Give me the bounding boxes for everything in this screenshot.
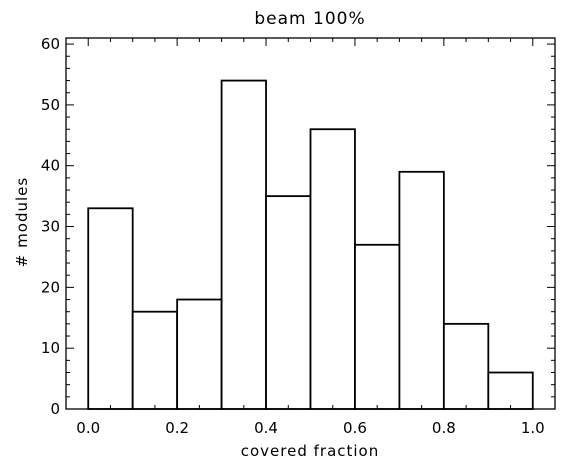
histogram-bar-8 (442, 322, 490, 410)
x-tick-label: 0.8 (432, 419, 456, 437)
histogram-bar-1 (131, 310, 179, 410)
y-tick-label: 60 (41, 35, 60, 53)
x-tick-label: 1.0 (521, 419, 545, 437)
histogram-bar-6 (354, 243, 401, 410)
histogram-bar-9 (487, 371, 534, 410)
y-tick-label: 50 (41, 96, 60, 114)
y-tick-label: 10 (41, 339, 60, 357)
histogram-bar-5 (309, 128, 356, 410)
y-tick-label: 20 (41, 278, 60, 296)
y-axis-label: # modules (13, 177, 31, 267)
x-axis-ticks: 0.0 0.2 0.4 0.6 0.8 1.0 (76, 38, 545, 437)
bars-group (87, 79, 534, 410)
y-tick-label: 30 (41, 218, 60, 236)
histogram-bar-0 (87, 207, 134, 410)
x-tick-label: 0.2 (165, 419, 189, 437)
y-tick-label: 40 (41, 157, 60, 175)
x-tick-label: 0.0 (76, 419, 100, 437)
histogram-bar-2 (176, 298, 223, 410)
histogram-bar-3 (220, 79, 267, 410)
x-axis-label: covered fraction (241, 442, 380, 459)
y-axis-ticks: 0 10 20 30 40 50 60 (41, 35, 555, 418)
x-tick-label: 0.6 (343, 419, 367, 437)
histogram-bar-4 (265, 195, 312, 410)
histogram-bar-7 (398, 170, 445, 410)
chart-title: beam 100% (254, 9, 365, 29)
y-tick-label: 0 (50, 400, 60, 418)
x-tick-label: 0.4 (254, 419, 278, 437)
